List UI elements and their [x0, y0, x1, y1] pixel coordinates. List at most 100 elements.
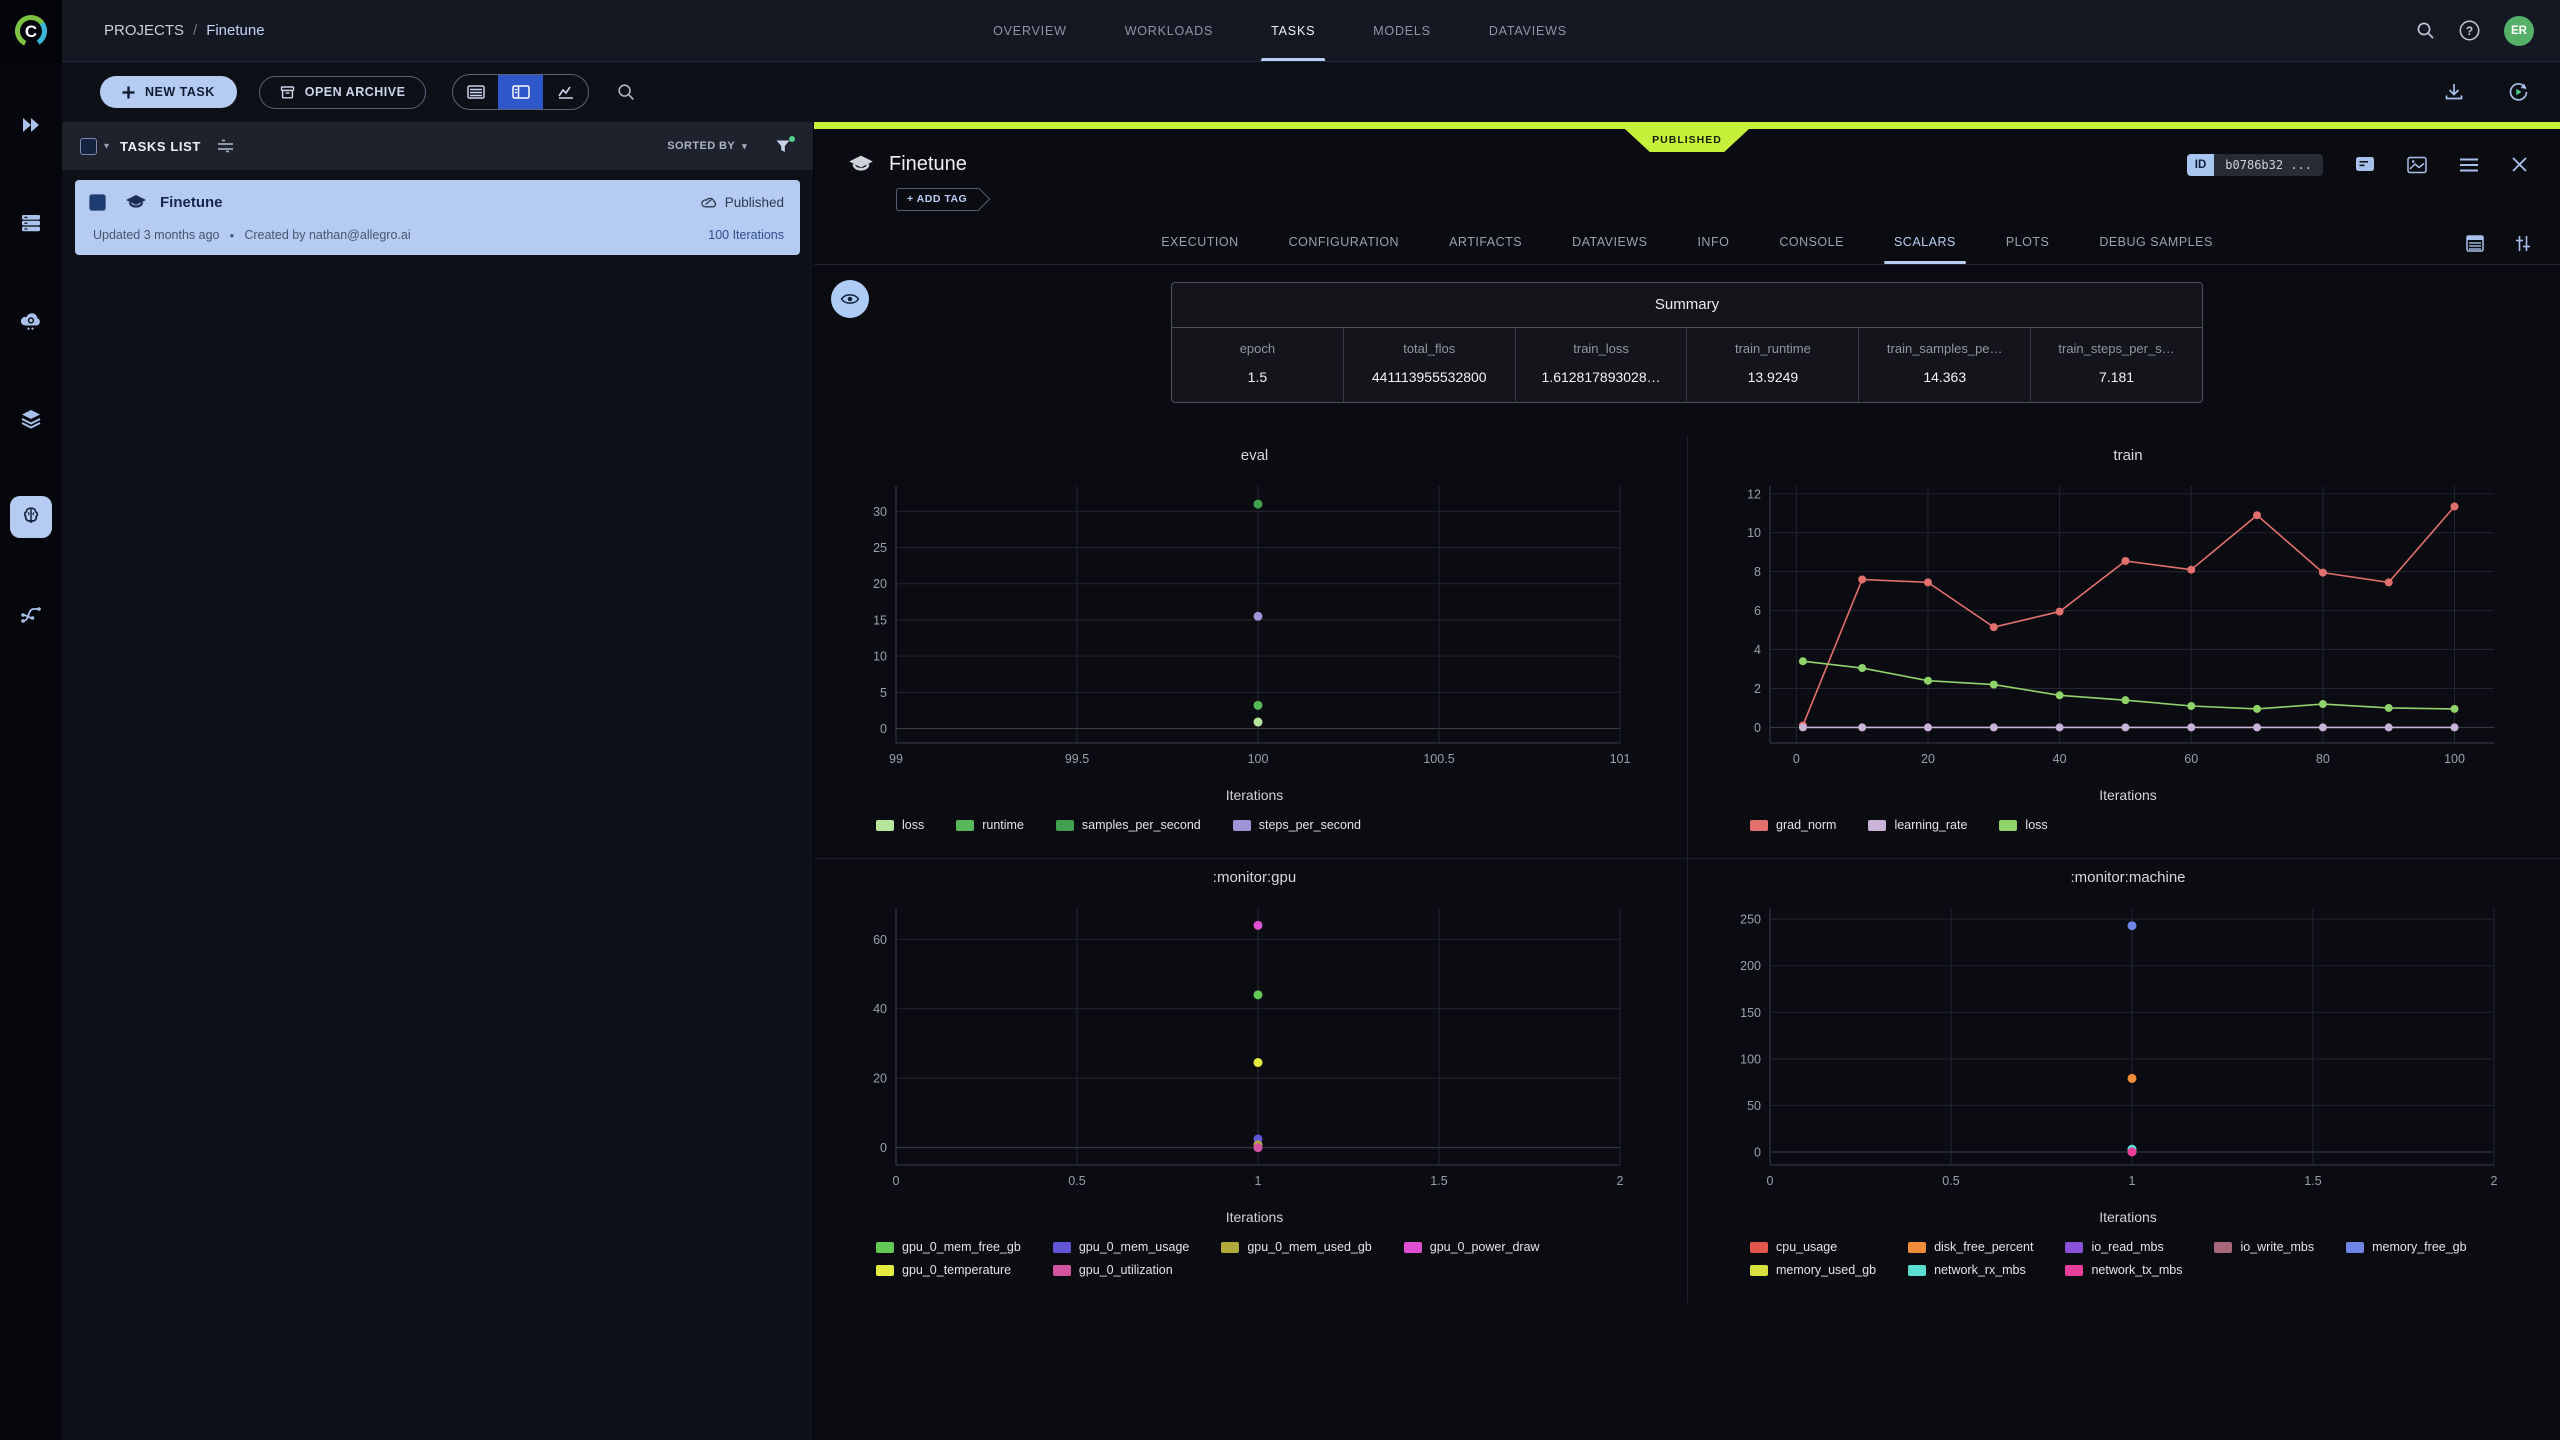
tab-debug-samples[interactable]: DEBUG SAMPLES — [2099, 235, 2213, 249]
chart-eval: eval 0 5 10 15 20 25 30 99 99.5 100 100.5 101 Iterati… — [814, 437, 1687, 858]
help-icon[interactable]: ? — [2459, 20, 2480, 41]
breadcrumb-root[interactable]: PROJECTS — [104, 22, 185, 39]
show-hide-metrics-button[interactable] — [831, 280, 869, 318]
legend-monitor-machine: cpu_usage disk_free_percent io_read_mbs io_… — [1724, 1240, 2532, 1277]
legend-item-gpu_0_temperature[interactable]: gpu_0_temperature — [876, 1263, 1021, 1277]
legend-item-gpu_0_power_draw[interactable]: gpu_0_power_draw — [1403, 1240, 1540, 1254]
task-id-chip[interactable]: ID b0786b32 ... — [2186, 153, 2323, 176]
task-name[interactable]: Finetune — [160, 194, 223, 211]
svg-text:1: 1 — [1255, 1174, 1262, 1188]
svg-text:2: 2 — [1754, 682, 1761, 696]
svg-text:2: 2 — [1617, 1174, 1624, 1188]
task-detail-panel: PUBLISHED Finetune ID b0786b32 ... — [814, 122, 2560, 1440]
tab-dataviews[interactable]: DATAVIEWS — [1572, 235, 1648, 249]
filter-button[interactable] — [775, 135, 795, 154]
task-updated: Updated 3 months ago — [93, 228, 220, 242]
tasks-search-icon[interactable] — [617, 83, 635, 101]
legend-swatch — [1750, 819, 1768, 831]
sidebar-item-pipelines[interactable] — [10, 594, 52, 636]
legend-item-cpu_usage[interactable]: cpu_usage — [1750, 1240, 1876, 1254]
legend-item-network_tx_mbs[interactable]: network_tx_mbs — [2065, 1263, 2182, 1277]
new-task-button[interactable]: NEW TASK — [100, 76, 237, 108]
menu-icon[interactable] — [2459, 157, 2479, 173]
tab-execution[interactable]: EXECUTION — [1161, 235, 1239, 249]
svg-text:4: 4 — [1754, 643, 1761, 657]
servers-icon — [22, 215, 40, 232]
plot-monitor-gpu[interactable]: 0 20 40 60 0 0.5 1 1.5 2 — [850, 898, 1630, 1193]
debug-image-icon[interactable] — [2407, 156, 2427, 174]
tab-configuration[interactable]: CONFIGURATION — [1288, 235, 1400, 249]
tab-console[interactable]: CONSOLE — [1779, 235, 1844, 249]
legend-item-network_rx_mbs[interactable]: network_rx_mbs — [1908, 1263, 2033, 1277]
sidebar-item-datasets[interactable] — [10, 398, 52, 440]
legend-swatch — [2065, 1241, 2084, 1253]
chart-view-button[interactable] — [543, 75, 588, 109]
legend-item-gpu_0_mem_used_gb[interactable]: gpu_0_mem_used_gb — [1221, 1240, 1372, 1254]
id-chip-label: ID — [2186, 153, 2215, 176]
tab-info[interactable]: INFO — [1697, 235, 1730, 249]
legend-item-gpu_0_mem_free_gb[interactable]: gpu_0_mem_free_gb — [876, 1240, 1021, 1254]
summary-metric-train_samples_pe_: train_samples_pe… 14.363 — [1859, 328, 2032, 402]
plot-monitor-machine[interactable]: 0 50 100 150 200 250 0 0.5 1 1.5 2 — [1724, 898, 2504, 1193]
sidebar-item-projects[interactable] — [10, 496, 52, 538]
plot-settings-icon[interactable] — [2514, 235, 2532, 252]
task-type-icon — [126, 195, 146, 208]
add-tag-button[interactable]: + ADD TAG — [896, 188, 980, 211]
customize-columns-icon[interactable] — [217, 138, 234, 154]
table-view-button[interactable] — [453, 75, 498, 109]
sidebar-item-expand[interactable] — [10, 104, 52, 146]
plot-eval[interactable]: 0 5 10 15 20 25 30 99 99.5 100 100.5 101 — [850, 476, 1630, 771]
search-icon[interactable] — [2416, 21, 2435, 40]
legend-item-disk_free_percent[interactable]: disk_free_percent — [1908, 1240, 2033, 1254]
legend-item-gpu_0_mem_usage[interactable]: gpu_0_mem_usage — [1052, 1240, 1189, 1254]
legend-item-gpu_0_utilization[interactable]: gpu_0_utilization — [1052, 1263, 1190, 1277]
legend-item-grad_norm[interactable]: grad_norm — [1750, 818, 1836, 832]
sorted-by-dropdown[interactable]: SORTED BY ▾ — [667, 140, 747, 152]
breadcrumb-current[interactable]: Finetune — [206, 22, 265, 39]
tab-plots[interactable]: PLOTS — [2005, 235, 2050, 249]
legend-item-io_write_mbs[interactable]: io_write_mbs — [2214, 1240, 2314, 1254]
legend-eval: loss runtime samples_per_second steps_per_s… — [850, 818, 1659, 832]
legend-item-runtime[interactable]: runtime — [956, 818, 1024, 832]
legend-item-memory_used_gb[interactable]: memory_used_gb — [1750, 1263, 1876, 1277]
split-view-button[interactable] — [498, 75, 544, 109]
legend-item-loss[interactable]: loss — [1999, 818, 2048, 832]
nav-item-workloads[interactable]: WORKLOADS — [1124, 23, 1214, 38]
select-dropdown-caret-icon[interactable]: ▾ — [104, 140, 110, 152]
comment-icon[interactable] — [2355, 156, 2375, 174]
app-logo[interactable]: C — [0, 0, 62, 62]
close-icon[interactable] — [2511, 156, 2528, 173]
summary-metrics: epoch 1.5 total_flos 441113955532800 train_l… — [1172, 328, 2202, 402]
nav-item-dataviews[interactable]: DATAVIEWS — [1488, 23, 1567, 38]
svg-text:12: 12 — [1747, 487, 1761, 501]
avatar[interactable]: ER — [2504, 15, 2534, 46]
legend-item-samples_per_second[interactable]: samples_per_second — [1055, 818, 1201, 832]
download-icon[interactable] — [2443, 82, 2465, 102]
legend-item-memory_free_gb[interactable]: memory_free_gb — [2346, 1240, 2467, 1254]
legend-item-io_read_mbs[interactable]: io_read_mbs — [2065, 1240, 2182, 1254]
legend-swatch — [1908, 1241, 1927, 1253]
auto-refresh-icon[interactable] — [2507, 81, 2530, 103]
toolbar-right — [2443, 81, 2530, 103]
legend-swatch — [876, 1241, 894, 1253]
svg-text:2: 2 — [2491, 1174, 2498, 1188]
task-checkbox[interactable] — [89, 194, 106, 211]
nav-item-models[interactable]: MODELS — [1373, 23, 1431, 38]
legend-item-loss[interactable]: loss — [876, 818, 924, 832]
nav-item-overview[interactable]: OVERVIEW — [993, 23, 1067, 38]
metric-label: epoch — [1239, 341, 1276, 356]
tab-artifacts[interactable]: ARTIFACTS — [1449, 235, 1523, 249]
tab-scalars[interactable]: SCALARS — [1883, 225, 1966, 264]
open-archive-button[interactable]: OPEN ARCHIVE — [258, 75, 427, 109]
x-axis-title-eval: Iterations — [1225, 787, 1284, 803]
sidebar-item-autoscalers[interactable] — [10, 300, 52, 342]
plot-train[interactable]: 0 2 4 6 8 10 12 0 20 40 60 80 100 — [1724, 476, 2504, 771]
legend-label: gpu_0_mem_used_gb — [1247, 1240, 1372, 1254]
task-row-finetune[interactable]: Finetune Published Updated 3 months ago … — [75, 180, 800, 255]
metrics-table-icon[interactable] — [2466, 235, 2484, 252]
select-all-checkbox[interactable] — [80, 137, 97, 155]
legend-item-learning_rate[interactable]: learning_rate — [1868, 818, 1967, 832]
legend-item-steps_per_second[interactable]: steps_per_second — [1232, 818, 1361, 832]
nav-item-tasks[interactable]: TASKS — [1261, 0, 1326, 61]
sidebar-item-workers[interactable] — [10, 202, 52, 244]
